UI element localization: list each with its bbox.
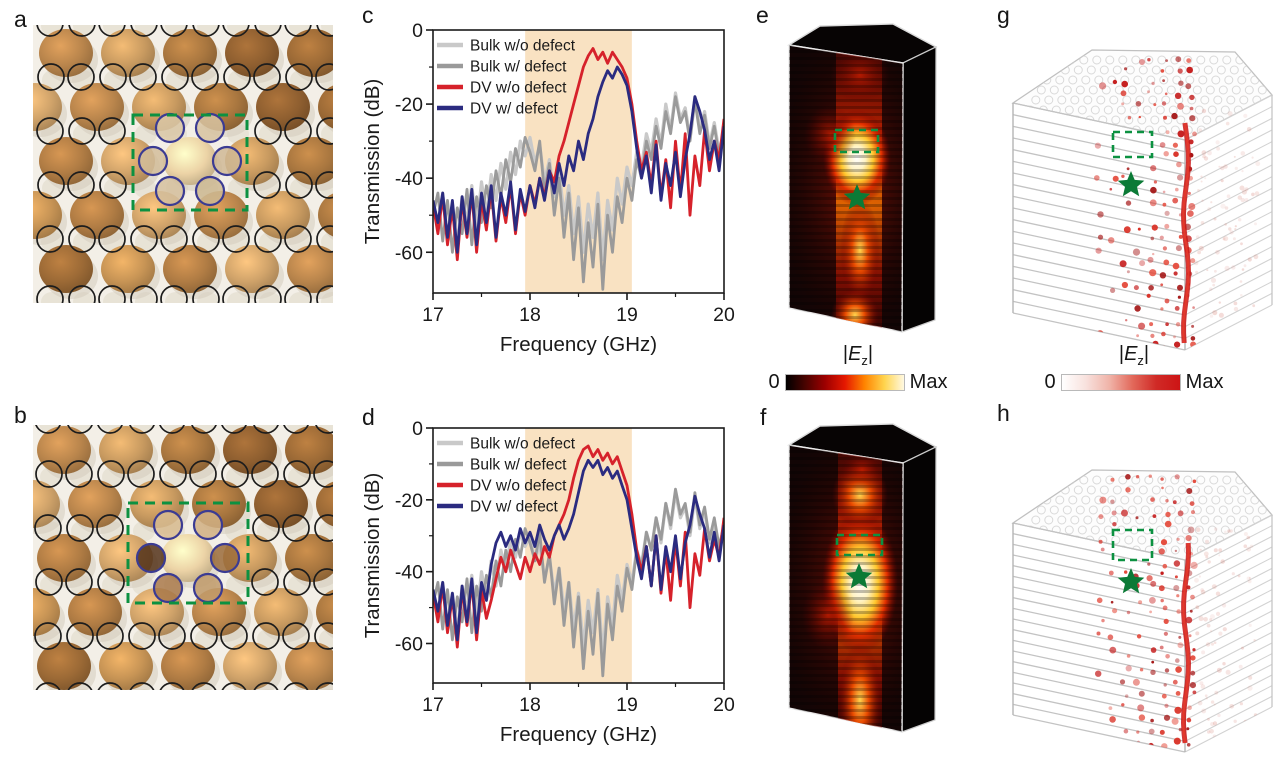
x-tick-label: 20	[713, 694, 735, 716]
x-axis-label: Frequency (GHz)	[500, 333, 657, 356]
field-map-f	[787, 423, 938, 733]
x-tick-label: 17	[422, 304, 444, 326]
source-star	[1117, 568, 1145, 594]
legend-label-3: DV w/ defect	[470, 101, 559, 118]
ez-bar-close: |	[867, 343, 874, 365]
source-region-box	[835, 533, 884, 557]
photo-crystal-a	[33, 25, 333, 303]
x-tick-label: 19	[616, 304, 638, 326]
legend-label-1: Bulk w/ defect	[470, 457, 567, 474]
x-tick-label: 18	[519, 304, 541, 326]
plate-layer-lines	[1012, 94, 1273, 351]
faint-field-dots	[1193, 108, 1261, 322]
panel-label-b: b	[14, 402, 27, 428]
legend-label-0: Bulk w/o defect	[470, 38, 576, 55]
colorbar-gh-title: |Ez|	[1119, 344, 1149, 367]
dielectric-disks	[33, 426, 333, 690]
colorbar-gh-max: Max	[1185, 371, 1224, 393]
legend-label-2: DV w/o defect	[470, 80, 567, 97]
colorbar-gh-gradient	[1060, 373, 1181, 391]
y-tick-label: -60	[395, 633, 423, 655]
ez-symbol: E	[1124, 343, 1138, 365]
unit-cell-box	[131, 113, 249, 212]
panel-label-g: g	[997, 2, 1010, 28]
source-star	[1117, 171, 1145, 197]
unit-cell-box	[126, 501, 250, 605]
y-tick-label: -40	[395, 168, 423, 190]
stack-top-face	[1011, 469, 1274, 561]
x-tick-label: 17	[422, 694, 444, 716]
ez-symbol: E	[848, 343, 862, 365]
defect-site-rings	[137, 112, 243, 207]
hole-annotation-rings	[36, 25, 333, 303]
source-region-box	[833, 128, 880, 154]
y-tick-label: -40	[395, 562, 423, 584]
panel-label-a: a	[14, 6, 27, 32]
legend-label-2: DV w/o defect	[470, 478, 567, 495]
y-tick-label: -20	[395, 490, 423, 512]
series-line-1	[433, 95, 724, 291]
transmission-chart-d: 17 18 19 20 0 -20 -40 -60 Frequency (GHz) Transmi…	[361, 418, 735, 746]
colorbar-ef-gradient	[784, 373, 905, 391]
ez-subscript: z	[861, 353, 868, 368]
series-line-3	[433, 65, 724, 254]
field-map-e	[787, 23, 938, 333]
simulation-stack-g	[1011, 49, 1274, 351]
faint-field-dots	[1194, 527, 1258, 738]
simulation-stack-h	[1011, 469, 1274, 753]
legend-label-0: Bulk w/o defect	[470, 436, 576, 453]
source-region-box	[1111, 130, 1154, 159]
x-tick-label: 18	[519, 694, 541, 716]
defect-site-rings	[135, 509, 241, 604]
plate-layer-lines	[1012, 514, 1273, 753]
x-tick-label: 20	[713, 304, 735, 326]
y-tick-label: -60	[395, 242, 423, 264]
y-tick-label: 0	[412, 418, 423, 440]
ez-subscript: z	[1137, 353, 1144, 368]
field-dot-column	[1094, 56, 1197, 348]
colorbar-gh: |Ez| 0 Max	[1034, 344, 1234, 392]
series-group	[433, 444, 724, 678]
box-right-face	[901, 446, 937, 733]
ez-bar-close: |	[1143, 343, 1150, 365]
box-right-face	[901, 46, 937, 333]
photo-crystal-b	[33, 425, 333, 690]
y-tick-label: -20	[395, 94, 423, 116]
hole-annotation-rings	[34, 425, 333, 690]
colorbar-ef-min: 0	[768, 371, 780, 393]
source-star	[845, 563, 873, 589]
series-line-1	[433, 487, 724, 678]
panel-label-f: f	[760, 404, 767, 430]
colorbar-ef: |Ez| 0 Max	[758, 344, 958, 392]
legend-label-1: Bulk w/ defect	[470, 59, 567, 76]
transmission-chart-c: 17 18 19 20 0 -20 -40 -60 Frequency (GHz) Transmi…	[361, 20, 735, 356]
colorbar-gh-min: 0	[1044, 371, 1056, 393]
ez-bar-open: |	[1118, 343, 1125, 365]
y-tick-label: 0	[412, 20, 423, 42]
legend-label-3: DV w/ defect	[470, 499, 559, 516]
colorbar-ef-max: Max	[909, 371, 948, 393]
y-axis-label: Transmission (dB)	[361, 473, 384, 639]
panel-label-e: e	[756, 2, 769, 28]
x-axis-label: Frequency (GHz)	[500, 723, 657, 746]
source-star	[843, 184, 871, 210]
series-line-3	[433, 458, 724, 642]
source-region-box	[1111, 528, 1154, 562]
x-tick-label: 19	[616, 694, 638, 716]
y-axis-label: Transmission (dB)	[361, 79, 384, 245]
panel-label-c: c	[362, 2, 374, 28]
colorbar-ef-title: |Ez|	[843, 344, 873, 367]
ez-bar-open: |	[842, 343, 849, 365]
panel-label-d: d	[362, 404, 375, 430]
series-group	[433, 47, 724, 291]
series-line-0	[433, 91, 724, 262]
panel-label-h: h	[997, 400, 1010, 426]
